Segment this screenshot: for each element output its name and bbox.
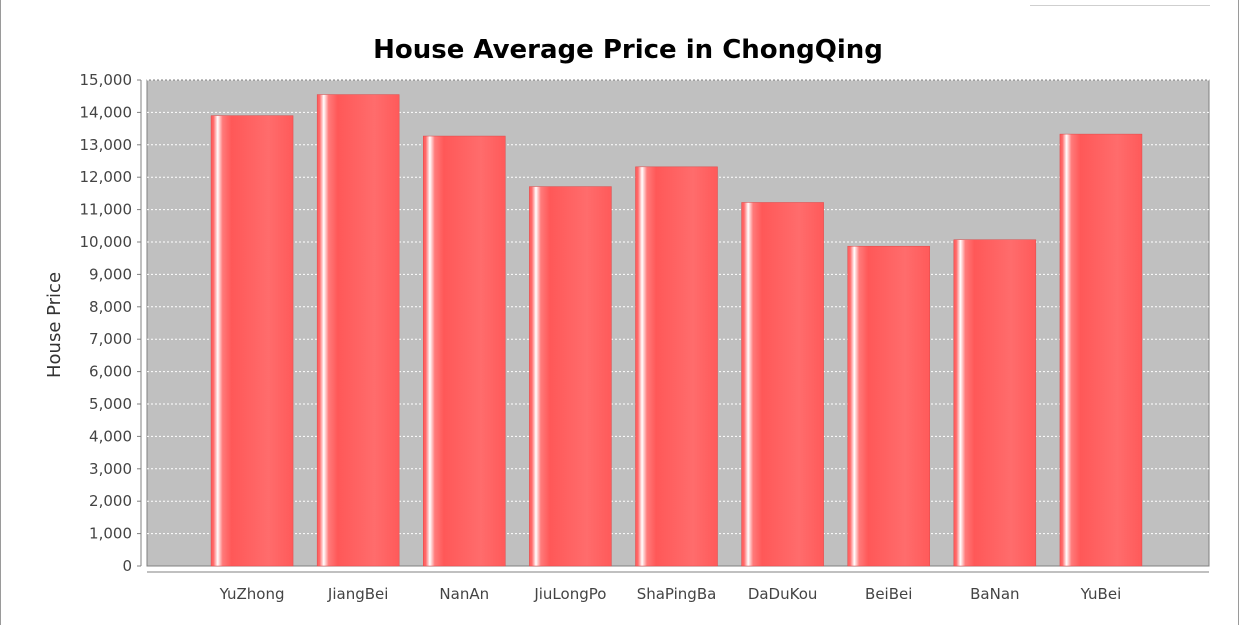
bars-group (210, 94, 1143, 567)
bar-banan (953, 239, 1037, 567)
x-tick-label: BaNan (970, 585, 1019, 603)
y-tick-label: 3,000 (89, 460, 132, 478)
x-tick-label: JiuLongPo (533, 585, 606, 603)
y-tick-label: 4,000 (89, 427, 132, 445)
y-tick-label: 1,000 (89, 525, 132, 543)
x-tick-label: BeiBei (865, 585, 912, 603)
y-tick-label: 9,000 (89, 265, 132, 283)
bar-nanan (423, 135, 506, 567)
y-axis-ticks: 0 1,000 2,000 3,000 4,000 5,000 6,000 7,000 8,00… (80, 71, 141, 575)
x-axis-ticks: YuZhong JiangBei NanAn JiuLongPo ShaPingBa Da… (219, 585, 1122, 603)
y-tick-label: 0 (122, 557, 132, 575)
chart-title: House Average Price in ChongQing (373, 35, 883, 65)
x-tick-label: JiangBei (327, 585, 389, 603)
y-tick-label: 12,000 (80, 168, 133, 186)
bar-beibei (847, 245, 930, 567)
bar-jiangbei (316, 94, 400, 567)
bar-shapingba (635, 166, 718, 567)
top-divider (1030, 5, 1210, 6)
y-tick-label: 11,000 (80, 201, 133, 219)
bar-jiulongpo (529, 186, 612, 567)
bar-dadukou (741, 202, 824, 567)
bar-yubei (1059, 133, 1143, 567)
y-axis-label: House Price (44, 272, 65, 378)
x-tick-label: YuZhong (219, 585, 285, 603)
y-tick-label: 2,000 (89, 492, 132, 510)
x-tick-label: YuBei (1080, 585, 1122, 603)
y-tick-label: 10,000 (80, 233, 133, 251)
y-tick-label: 14,000 (80, 103, 133, 121)
x-tick-label: NanAn (439, 585, 489, 603)
y-tick-label: 5,000 (89, 395, 132, 413)
y-tick-label: 6,000 (89, 363, 132, 381)
x-tick-label: DaDuKou (748, 585, 818, 603)
x-tick-label: ShaPingBa (637, 585, 717, 603)
y-tick-label: 13,000 (80, 136, 133, 154)
y-tick-label: 7,000 (89, 330, 132, 348)
y-tick-label: 15,000 (80, 71, 133, 89)
window-left-edge (0, 0, 1, 625)
bar-yuzhong (210, 115, 294, 567)
y-tick-label: 8,000 (89, 298, 132, 316)
